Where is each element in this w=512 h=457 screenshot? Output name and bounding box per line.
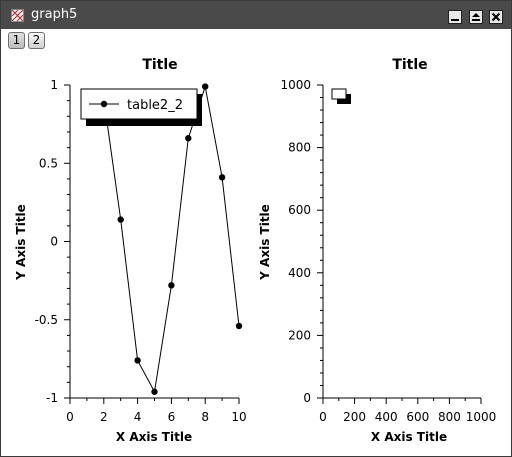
chart-right-ylabel: Y Axis Title — [258, 204, 272, 281]
y-tick-label: -0.5 — [35, 313, 58, 327]
y-tick-label: 400 — [288, 266, 311, 280]
x-tick-label: 6 — [168, 410, 176, 424]
minimize-icon[interactable] — [448, 10, 462, 24]
data-point[interactable] — [168, 282, 175, 289]
chart-left-ylabel: Y Axis Title — [14, 204, 28, 281]
x-tick-label: 0 — [319, 410, 327, 424]
y-tick-label: 0 — [303, 391, 311, 405]
series-line — [103, 86, 240, 394]
legend-marker — [100, 100, 108, 108]
layer-toolbar: 1 2 — [1, 29, 511, 53]
x-tick-label: 2 — [100, 410, 108, 424]
x-tick-label: 0 — [66, 410, 74, 424]
y-tick-label: 600 — [288, 203, 311, 217]
chart-right-legend[interactable] — [331, 88, 351, 104]
x-tick-label: 8 — [201, 410, 209, 424]
y-tick-label: 0 — [50, 235, 58, 249]
plot-area: Title X Axis Title Y Axis Title 0 2 4 6 8 10-… — [14, 57, 496, 444]
data-point[interactable] — [151, 388, 158, 395]
chart-right-xlabel: X Axis Title — [371, 430, 447, 444]
data-point[interactable] — [185, 135, 192, 142]
x-tick-label: 10 — [231, 410, 246, 424]
data-point[interactable] — [202, 83, 209, 90]
graph-app-icon — [11, 9, 24, 22]
x-tick-label: 4 — [134, 410, 142, 424]
x-tick-label: 1000 — [466, 410, 497, 424]
layer-button-2[interactable]: 2 — [28, 32, 45, 49]
chart-right: Title X Axis Title Y Axis Title 0 200 400 6… — [258, 57, 496, 444]
x-tick-label: 200 — [343, 410, 366, 424]
chart-right-title: Title — [392, 57, 427, 73]
window-titlebar[interactable]: graph5 — [1, 1, 511, 29]
data-point[interactable] — [218, 174, 226, 181]
y-tick-label: 200 — [288, 328, 311, 342]
chart-left-legend[interactable]: table2_2 — [80, 88, 202, 126]
x-tick-label: 600 — [406, 410, 429, 424]
maximize-icon[interactable] — [469, 10, 483, 24]
data-point[interactable] — [117, 216, 124, 223]
y-tick-label: 1 — [50, 78, 58, 92]
layer-button-1[interactable]: 1 — [8, 32, 25, 49]
x-tick-label: 400 — [375, 410, 398, 424]
legend-entry-label: table2_2 — [127, 98, 183, 113]
y-tick-label: 1000 — [280, 78, 311, 92]
data-point[interactable] — [134, 357, 141, 364]
window-title: graph5 — [31, 7, 78, 22]
close-icon[interactable] — [489, 10, 503, 24]
y-tick-label: 0.5 — [39, 156, 58, 170]
data-point[interactable] — [235, 322, 243, 330]
y-tick-label: 800 — [288, 141, 311, 155]
x-tick-label: 800 — [438, 410, 461, 424]
chart-left-xlabel: X Axis Title — [116, 430, 192, 444]
chart-left: Title X Axis Title Y Axis Title 0 2 4 6 8 10-… — [14, 57, 247, 444]
y-tick-label: -1 — [46, 391, 58, 405]
chart-left-title: Title — [142, 57, 177, 73]
